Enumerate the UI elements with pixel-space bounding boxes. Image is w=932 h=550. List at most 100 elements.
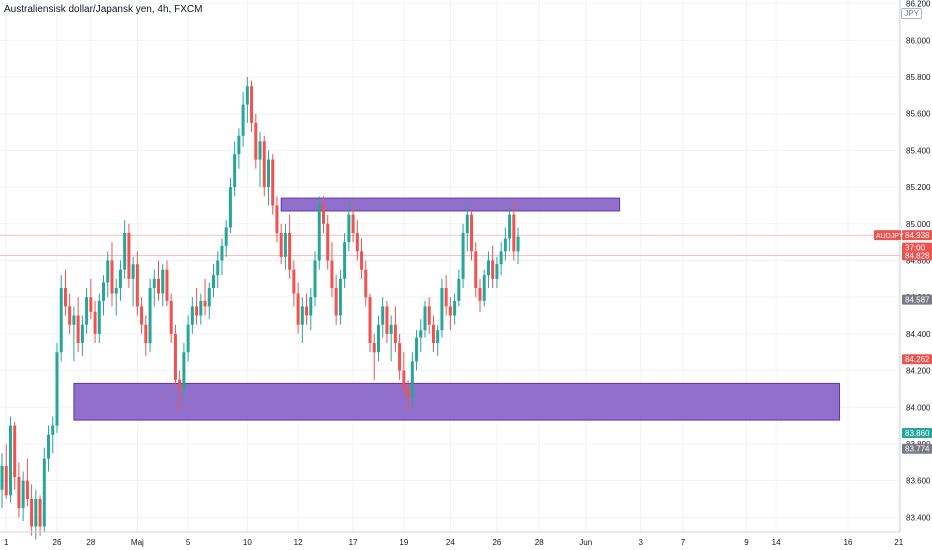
candle-body xyxy=(212,275,215,289)
candle-body xyxy=(406,388,410,399)
candle-body xyxy=(419,330,423,338)
candle-body xyxy=(118,269,122,289)
support-resistance-zones xyxy=(73,197,841,421)
candle-body xyxy=(457,278,461,301)
candle-body xyxy=(157,278,161,294)
time-tick-label: 12 xyxy=(294,538,303,547)
candle-body xyxy=(224,227,228,246)
candle-body xyxy=(4,465,8,496)
price-tick-label: 84.200 xyxy=(906,367,931,376)
candle-body xyxy=(436,330,440,344)
candle-body xyxy=(207,288,211,307)
candle-body xyxy=(76,315,80,344)
price-tick-label: 83.600 xyxy=(906,477,931,486)
candle-body xyxy=(199,300,203,316)
candle-body xyxy=(431,324,435,344)
candle-body xyxy=(25,480,29,499)
candle-body xyxy=(93,311,97,334)
price-tick-label: 86.200 xyxy=(906,0,931,9)
candle-body xyxy=(173,333,177,380)
time-tick-label: Maj xyxy=(131,538,144,547)
candle-body xyxy=(190,306,194,325)
candle-body xyxy=(42,458,46,527)
candle-body xyxy=(376,324,380,353)
price-label-bg xyxy=(902,427,932,438)
candle-body xyxy=(182,352,186,389)
candle-body xyxy=(453,300,457,316)
candle-body xyxy=(245,86,249,105)
time-tick-label: Jun xyxy=(579,538,592,547)
candle-body xyxy=(275,205,279,233)
candle-body xyxy=(72,315,76,325)
candle-body xyxy=(355,232,359,252)
candle-body xyxy=(503,238,507,252)
candle-body xyxy=(465,214,469,233)
candle-body xyxy=(385,306,389,334)
time-tick-label: 26 xyxy=(492,538,501,547)
candle-body xyxy=(444,288,448,307)
candle-body xyxy=(21,480,25,509)
candle-body xyxy=(233,154,237,188)
candle-body xyxy=(470,214,474,252)
candle-body xyxy=(131,264,135,279)
candle-body xyxy=(360,251,364,270)
candle-body xyxy=(313,260,317,298)
candle-body xyxy=(512,214,516,252)
price-label-bg xyxy=(902,443,932,454)
candle-body xyxy=(123,232,127,270)
time-tick-label: 7 xyxy=(681,538,686,547)
price-label: 84.587 xyxy=(905,296,930,305)
candle-body xyxy=(85,297,89,325)
candle-body xyxy=(38,498,42,527)
candle-body xyxy=(317,205,321,261)
candle-body xyxy=(338,278,342,316)
candle-body xyxy=(228,187,232,228)
price-label: 84.262 xyxy=(905,355,930,364)
time-tick-label: 21 xyxy=(894,538,903,547)
price-tick-label: 85.200 xyxy=(906,183,931,192)
candle-body xyxy=(186,324,190,353)
candle-body xyxy=(102,282,106,301)
time-axis[interactable]: 1 26 28 Maj 5 10 12 17 19 24 26 28 Jun 3 7 9 14 16 21 xyxy=(0,531,904,547)
candle-body xyxy=(398,343,402,371)
candle-body xyxy=(478,288,482,301)
price-tick-label: 86.000 xyxy=(906,36,931,45)
candle-body xyxy=(254,122,258,160)
candle-body xyxy=(161,269,165,294)
candle-body xyxy=(364,269,368,298)
chart-title: Australiensisk dollar/Japansk yen, 4h, F… xyxy=(4,4,203,15)
currency-badge[interactable]: JPY xyxy=(901,8,922,19)
time-tick-label: 5 xyxy=(186,538,191,547)
candle-body xyxy=(140,306,144,325)
candle-body xyxy=(389,324,393,334)
candle-body xyxy=(330,260,334,289)
candle-body xyxy=(279,232,283,257)
candle-body xyxy=(321,205,325,224)
price-label: 37:00 xyxy=(905,244,926,253)
candle-body xyxy=(410,361,414,399)
candle-body xyxy=(80,324,84,344)
candle-body xyxy=(343,242,347,279)
time-tick-label: 10 xyxy=(243,538,252,547)
candle-body xyxy=(17,476,21,509)
price-label: 83.774 xyxy=(905,445,930,454)
candle-body xyxy=(309,297,313,316)
price-tick-label: 85.600 xyxy=(906,110,931,119)
price-label-bg xyxy=(902,294,932,305)
price-label-bg xyxy=(902,354,932,365)
price-tick-label: 84.800 xyxy=(906,256,931,265)
candle-body xyxy=(110,260,114,294)
price-label: 84.828 xyxy=(905,251,930,260)
candle-body xyxy=(250,86,254,123)
time-tick-label: 14 xyxy=(772,538,781,547)
candle-body xyxy=(241,104,245,136)
candle-body xyxy=(237,135,241,155)
candle-body xyxy=(402,370,406,389)
candle-body xyxy=(368,297,372,344)
time-tick-label: 17 xyxy=(349,538,358,547)
candle-body xyxy=(440,288,444,331)
candle-body xyxy=(283,232,287,257)
candle-body xyxy=(106,260,110,283)
